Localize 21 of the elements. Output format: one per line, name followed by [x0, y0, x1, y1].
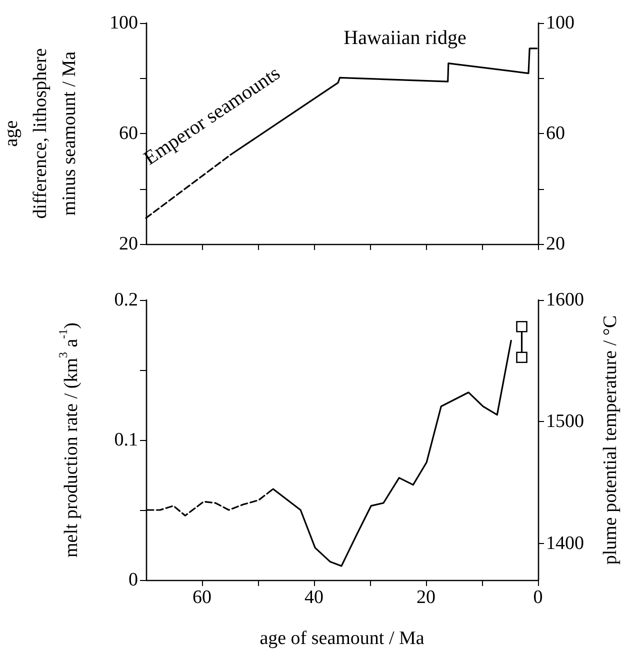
y2-axis-title: plume potential temperature / °C: [600, 315, 621, 565]
y2-tick-label: 1500: [546, 411, 584, 432]
y-tick-label: 100: [110, 12, 138, 34]
x-tick-label: 40: [304, 587, 324, 608]
y-tick-label: 60: [119, 123, 138, 144]
y-tick-label: 20: [119, 234, 138, 254]
y2-tick-label: 60: [546, 123, 565, 144]
y2-tick-label: 20: [546, 234, 565, 254]
x-tick-label: 0: [533, 587, 543, 608]
y-tick-label: 0.2: [114, 290, 138, 310]
x-tick-label: 20: [416, 587, 436, 608]
annotation: Hawaiian ridge: [344, 27, 466, 49]
x-tick-label: 60: [192, 587, 212, 608]
y-tick-label: 0.1: [114, 430, 138, 450]
y-axis-title: melt production rate / (km3 a-1): [56, 322, 82, 558]
y2-tick-label: 1600: [546, 290, 584, 310]
y-tick-label: 0: [128, 570, 138, 590]
y2-tick-label: 1400: [546, 532, 584, 554]
x-axis-title: age of seamount / Ma: [260, 628, 425, 649]
y-axis-title: age difference, lithosphere minus seamount / Ma: [1, 48, 80, 219]
y2-tick-label: 100: [546, 12, 574, 34]
